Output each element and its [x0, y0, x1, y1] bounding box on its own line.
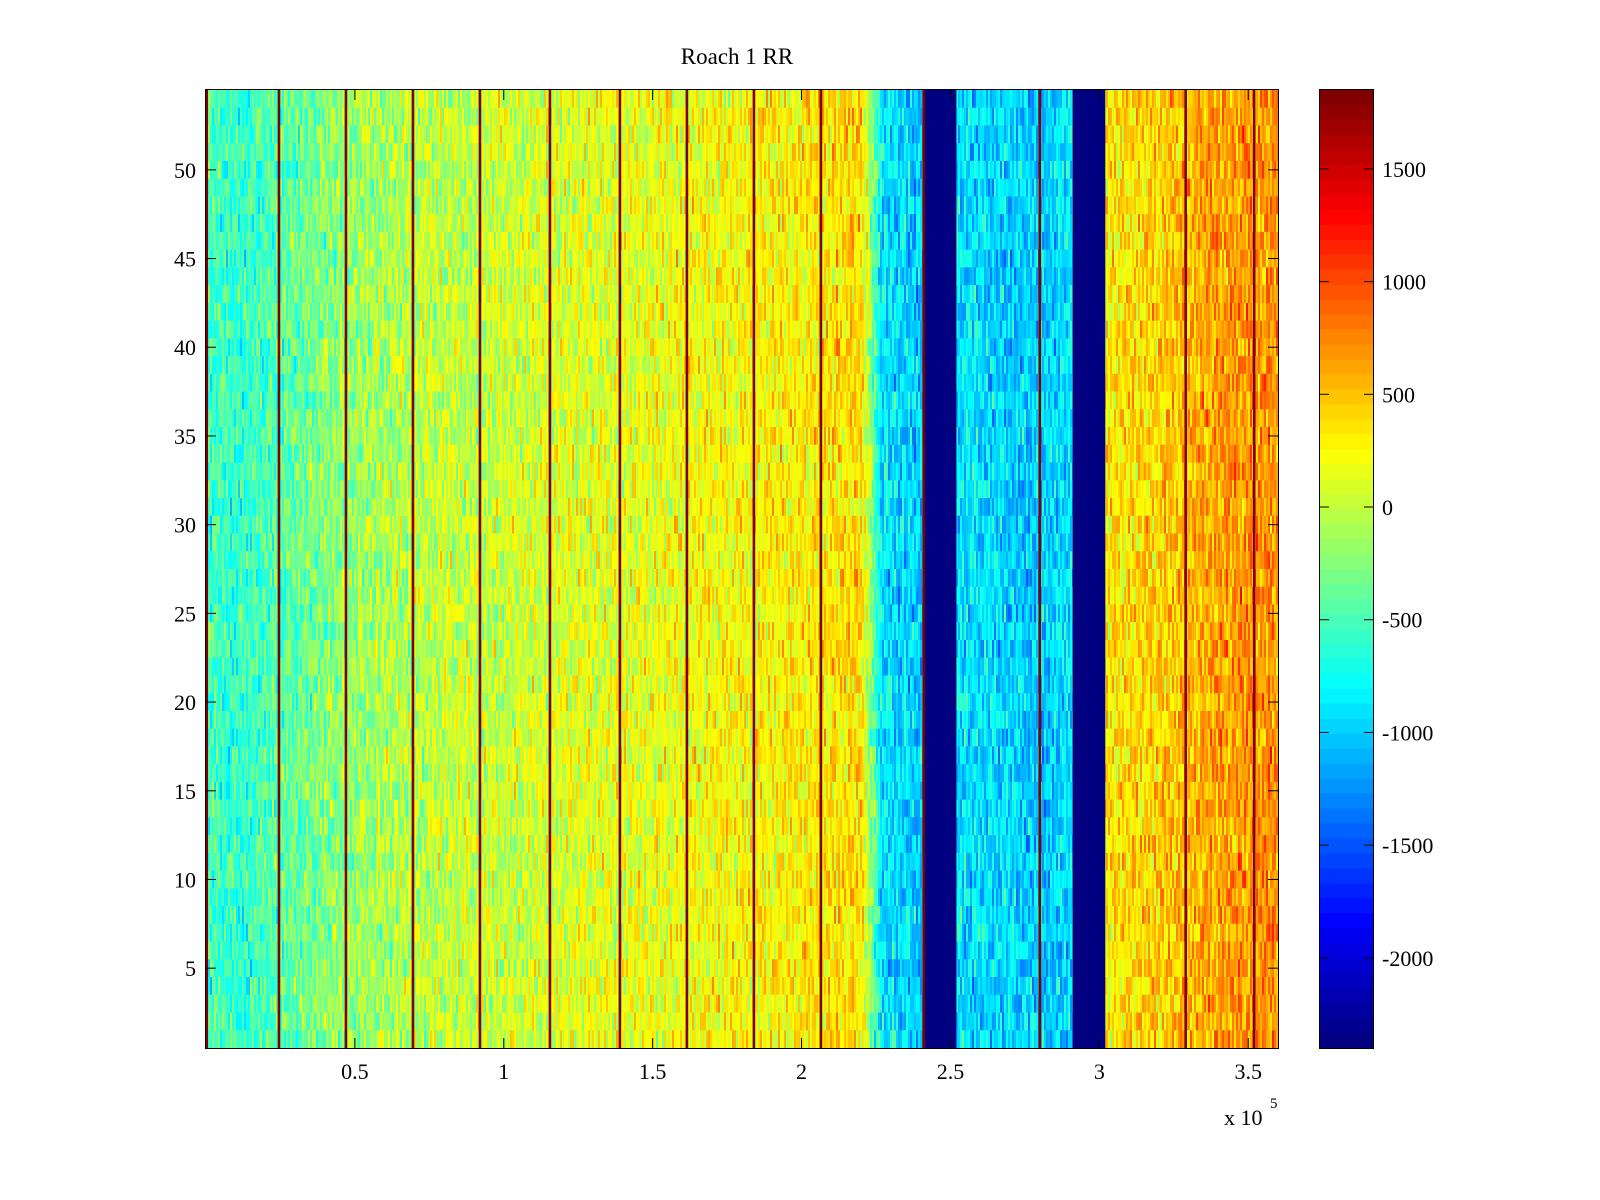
- heatmap-area: [205, 90, 1278, 1049]
- chart-title: Roach 1 RR: [681, 44, 794, 69]
- heatmap-cells: [205, 90, 1278, 1049]
- figure: Roach 1 RR 0.5 1 1.5 2 2.5 3 3.5 5101520253035…: [0, 0, 1600, 1200]
